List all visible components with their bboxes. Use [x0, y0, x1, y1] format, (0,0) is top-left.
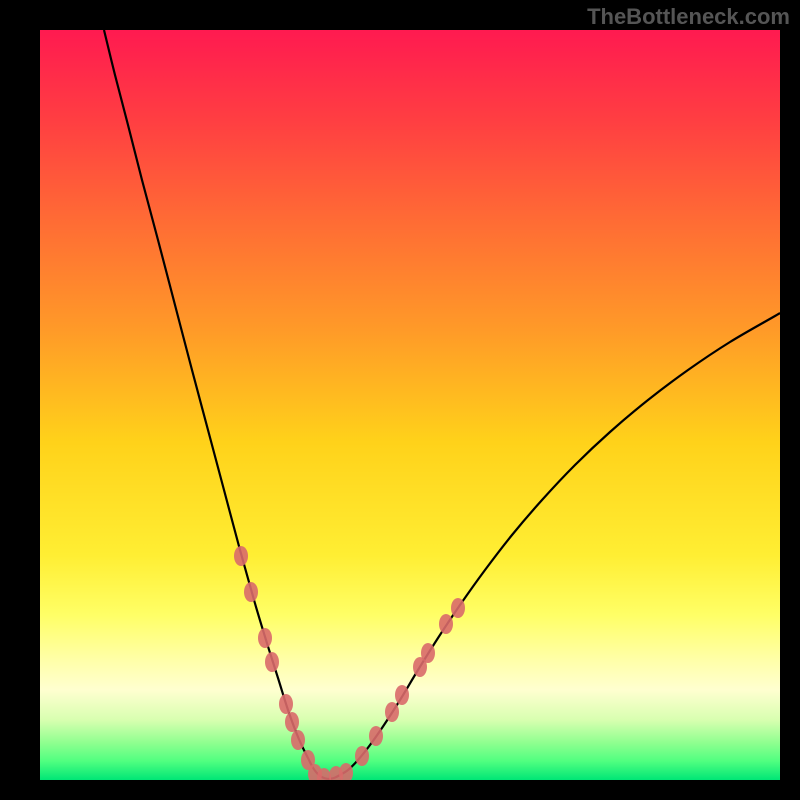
data-marker	[421, 643, 435, 663]
data-marker	[439, 614, 453, 634]
data-marker	[244, 582, 258, 602]
data-marker	[291, 730, 305, 750]
data-marker	[385, 702, 399, 722]
data-marker	[279, 694, 293, 714]
data-marker	[451, 598, 465, 618]
gradient-background	[40, 30, 780, 780]
data-marker	[395, 685, 409, 705]
chart-container: TheBottleneck.com	[0, 0, 800, 800]
plot-area	[40, 30, 780, 780]
data-marker	[265, 652, 279, 672]
data-marker	[369, 726, 383, 746]
data-marker	[234, 546, 248, 566]
data-marker	[355, 746, 369, 766]
data-marker	[285, 712, 299, 732]
data-marker	[258, 628, 272, 648]
chart-svg	[40, 30, 780, 780]
watermark-text: TheBottleneck.com	[587, 4, 790, 30]
